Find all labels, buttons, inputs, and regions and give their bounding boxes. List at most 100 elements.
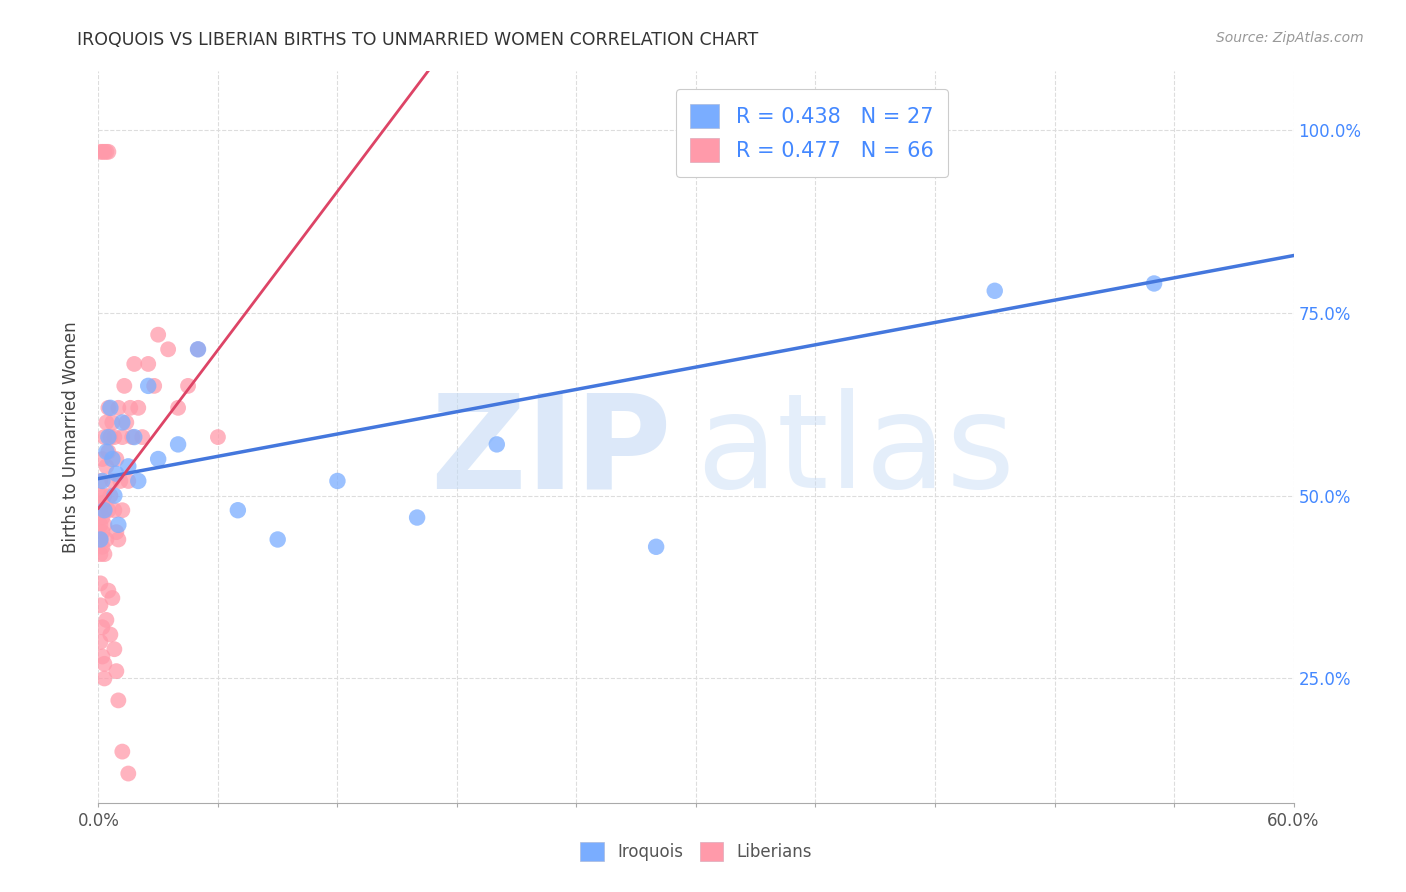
- Point: [98, 627, 122, 641]
- Point: [485, 437, 508, 451]
- Point: [89, 145, 111, 159]
- Point: [107, 533, 129, 547]
- Text: ZIP: ZIP: [430, 388, 672, 516]
- Point: [167, 401, 190, 415]
- Point: [984, 284, 1007, 298]
- Point: [97, 401, 120, 415]
- Point: [111, 503, 134, 517]
- Point: [103, 489, 125, 503]
- Point: [93, 657, 115, 671]
- Point: [98, 401, 122, 415]
- Point: [111, 430, 134, 444]
- Point: [406, 510, 429, 524]
- Point: [91, 496, 114, 510]
- Point: [89, 517, 111, 532]
- Point: [105, 467, 128, 481]
- Point: [105, 525, 128, 540]
- Point: [93, 503, 115, 517]
- Point: [97, 430, 120, 444]
- Point: [117, 766, 139, 780]
- Point: [136, 357, 159, 371]
- Point: [111, 416, 134, 430]
- Point: [91, 540, 114, 554]
- Text: atlas: atlas: [696, 388, 1015, 516]
- Point: [96, 459, 118, 474]
- Point: [107, 401, 129, 415]
- Point: [136, 379, 159, 393]
- Point: [103, 430, 125, 444]
- Point: [96, 533, 118, 547]
- Point: [97, 444, 120, 458]
- Point: [226, 503, 249, 517]
- Point: [91, 452, 114, 467]
- Point: [107, 517, 129, 532]
- Point: [143, 379, 166, 393]
- Point: [117, 474, 139, 488]
- Point: [124, 357, 146, 371]
- Text: Source: ZipAtlas.com: Source: ZipAtlas.com: [1216, 31, 1364, 45]
- Point: [96, 444, 118, 458]
- Point: [96, 416, 118, 430]
- Point: [148, 327, 170, 342]
- Point: [101, 474, 124, 488]
- Point: [120, 401, 142, 415]
- Point: [1143, 277, 1166, 291]
- Point: [121, 430, 143, 444]
- Point: [96, 613, 118, 627]
- Point: [167, 437, 190, 451]
- Point: [103, 503, 125, 517]
- Point: [89, 635, 111, 649]
- Point: [117, 459, 139, 474]
- Point: [96, 145, 118, 159]
- Point: [91, 145, 114, 159]
- Point: [91, 474, 114, 488]
- Point: [93, 517, 115, 532]
- Point: [267, 533, 290, 547]
- Point: [93, 489, 115, 503]
- Point: [98, 430, 122, 444]
- Text: IROQUOIS VS LIBERIAN BIRTHS TO UNMARRIED WOMEN CORRELATION CHART: IROQUOIS VS LIBERIAN BIRTHS TO UNMARRIED…: [77, 31, 759, 49]
- Point: [131, 430, 153, 444]
- Y-axis label: Births to Unmarried Women: Births to Unmarried Women: [62, 321, 80, 553]
- Point: [101, 416, 124, 430]
- Point: [105, 452, 128, 467]
- Point: [326, 474, 349, 488]
- Point: [89, 547, 111, 561]
- Point: [103, 642, 125, 657]
- Point: [101, 591, 124, 605]
- Point: [98, 489, 122, 503]
- Point: [645, 540, 668, 554]
- Point: [207, 430, 229, 444]
- Point: [124, 430, 146, 444]
- Point: [112, 379, 135, 393]
- Point: [97, 145, 120, 159]
- Point: [89, 474, 111, 488]
- Point: [89, 533, 111, 547]
- Point: [89, 503, 111, 517]
- Point: [148, 452, 170, 467]
- Point: [127, 401, 149, 415]
- Point: [110, 474, 132, 488]
- Point: [105, 664, 128, 678]
- Point: [187, 343, 209, 357]
- Point: [89, 599, 111, 613]
- Point: [111, 745, 134, 759]
- Point: [91, 620, 114, 634]
- Point: [804, 137, 827, 152]
- Point: [97, 503, 120, 517]
- Point: [177, 379, 200, 393]
- Point: [93, 672, 115, 686]
- Point: [101, 452, 124, 467]
- Point: [127, 474, 149, 488]
- Point: [157, 343, 180, 357]
- Point: [97, 583, 120, 598]
- Point: [115, 416, 138, 430]
- Point: [91, 510, 114, 524]
- Point: [93, 145, 115, 159]
- Point: [89, 489, 111, 503]
- Point: [91, 649, 114, 664]
- Point: [89, 576, 111, 591]
- Point: [91, 525, 114, 540]
- Legend: Iroquois, Liberians: Iroquois, Liberians: [574, 835, 818, 868]
- Point: [107, 693, 129, 707]
